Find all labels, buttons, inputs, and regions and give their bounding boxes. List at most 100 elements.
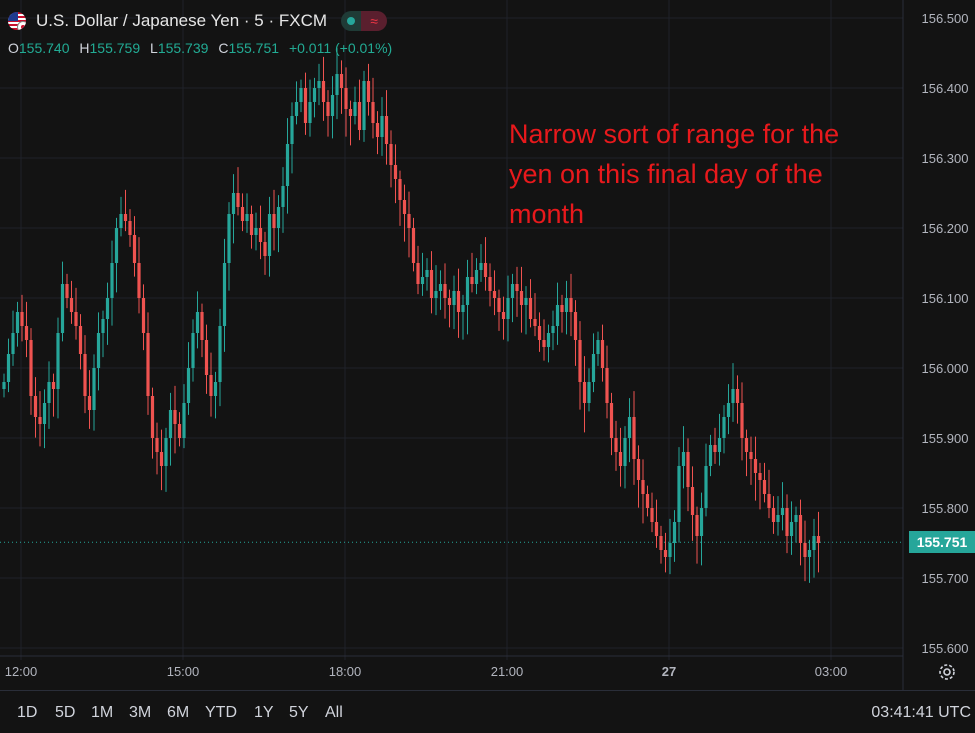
- candle-body: [38, 417, 42, 424]
- candle-body: [812, 536, 816, 550]
- jp-flag-icon: [17, 21, 26, 30]
- candle-body: [195, 312, 200, 333]
- candle-body: [497, 298, 501, 312]
- candle-body: [704, 466, 708, 508]
- candle-body: [128, 221, 132, 235]
- candle-body: [609, 403, 614, 438]
- candle-body: [87, 396, 92, 410]
- price-axis-tick-label: 156.000: [922, 361, 969, 376]
- candle-body: [191, 333, 195, 368]
- candle-body: [240, 207, 245, 221]
- price-chart[interactable]: 156.500 156.400 156.300 156.200 156.100 156.0…: [0, 0, 975, 690]
- candle-body: [443, 284, 447, 298]
- symbol-header[interactable]: U.S. Dollar / Japanese Yen · 5 · FXCM ≈: [8, 8, 388, 34]
- candle-body: [420, 277, 425, 284]
- range-button-all[interactable]: All: [325, 704, 343, 721]
- candle-body: [110, 263, 114, 298]
- candle-body: [416, 263, 420, 284]
- price-axis-tick-label: 155.900: [922, 431, 969, 446]
- settings-gear-icon[interactable]: [936, 661, 958, 683]
- candle-body: [146, 333, 150, 396]
- time-axis-tick-label: 21:00: [491, 664, 524, 679]
- candle-body: [614, 438, 618, 452]
- candle-body: [564, 298, 569, 312]
- candle-body: [479, 263, 483, 270]
- candle-body: [33, 396, 38, 417]
- candle-body: [506, 298, 510, 319]
- candle-body: [623, 438, 627, 466]
- candle-body: [384, 116, 389, 144]
- candle-body: [83, 354, 87, 396]
- range-button-1m[interactable]: 1M: [91, 704, 114, 721]
- candle-body: [308, 102, 312, 123]
- market-status-pill[interactable]: ≈: [341, 11, 388, 31]
- candle-body: [335, 74, 339, 95]
- candle-body: [11, 333, 15, 354]
- candle-body: [618, 452, 623, 466]
- candle-body: [744, 438, 749, 452]
- price-axis-tick-label: 156.300: [922, 151, 969, 166]
- candle-body: [753, 459, 758, 473]
- candle-body: [303, 88, 308, 123]
- candle-body: [465, 277, 470, 305]
- candle-body: [299, 88, 303, 102]
- candle-body: [726, 403, 731, 417]
- price-axis-tick-label: 155.600: [922, 641, 969, 656]
- candle-body: [366, 81, 371, 102]
- candle-body: [569, 298, 573, 312]
- symbol-title[interactable]: U.S. Dollar / Japanese Yen · 5 · FXCM: [36, 11, 328, 30]
- ohlc-legend: O155.740 H155.759 L155.739 C155.751 +0.0…: [8, 40, 392, 56]
- candle-body: [159, 452, 164, 466]
- candle-body: [672, 522, 677, 543]
- candle-body: [470, 277, 474, 284]
- range-button-3m[interactable]: 3M: [129, 704, 152, 721]
- time-axis-tick-label: 27: [662, 664, 676, 679]
- range-button-5d[interactable]: 5D: [55, 704, 76, 721]
- candle-body: [542, 340, 546, 347]
- candle-body: [375, 123, 380, 137]
- candle-body: [515, 284, 519, 291]
- candle-body: [137, 263, 141, 298]
- candle-body: [578, 340, 582, 382]
- candle-body: [555, 305, 560, 326]
- candle-body: [713, 445, 717, 452]
- range-button-6m[interactable]: 6M: [167, 704, 190, 721]
- range-button-1d[interactable]: 1D: [17, 704, 38, 721]
- candle-body: [627, 417, 632, 438]
- candle-body: [173, 410, 177, 424]
- candle-body: [807, 550, 812, 557]
- candle-body: [816, 536, 821, 543]
- candle-body: [164, 438, 168, 466]
- candle-body: [213, 382, 218, 396]
- candle-body: [699, 508, 704, 536]
- candle-body: [132, 235, 137, 263]
- candle-body: [501, 312, 506, 319]
- data-delay-icon: ≈: [361, 11, 388, 31]
- candle-body: [636, 459, 641, 480]
- time-axis-tick-label: 03:00: [815, 664, 848, 679]
- candle-body: [429, 270, 434, 298]
- range-button-1y[interactable]: 1Y: [254, 704, 274, 721]
- candle-body: [227, 214, 231, 263]
- range-button-5y[interactable]: 5Y: [289, 704, 309, 721]
- candle-body: [560, 305, 564, 312]
- candle-body: [677, 466, 681, 522]
- candle-body: [51, 382, 56, 389]
- candle-body: [447, 298, 452, 305]
- utc-clock[interactable]: 03:41:41 UTC: [871, 704, 971, 721]
- low-value: 155.739: [157, 40, 209, 56]
- candle-body: [425, 270, 429, 277]
- candle-body: [785, 508, 789, 536]
- candle-body: [353, 102, 357, 116]
- candle-body: [204, 340, 209, 375]
- candle-body: [101, 319, 105, 333]
- candle-body: [24, 326, 29, 340]
- candle-body: [488, 277, 492, 291]
- candle-body: [708, 445, 713, 466]
- price-axis-tick-label: 156.500: [922, 11, 969, 26]
- candle-body: [690, 487, 695, 515]
- close-label: C: [218, 40, 229, 56]
- range-button-ytd[interactable]: YTD: [205, 704, 237, 721]
- candle-body: [371, 102, 375, 123]
- candle-body: [510, 284, 515, 298]
